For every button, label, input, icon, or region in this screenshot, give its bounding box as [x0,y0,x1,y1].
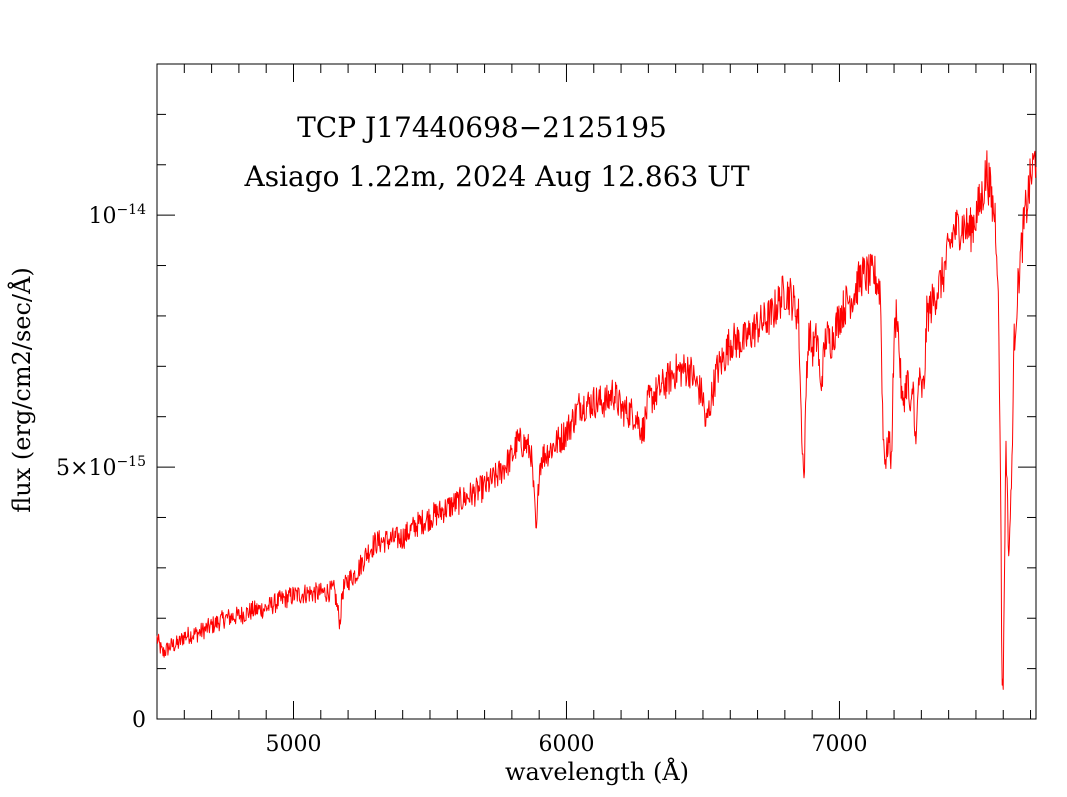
plot-frame [156,63,1037,720]
chart-subtitle: Asiago 1.22m, 2024 Aug 12.863 UT [244,160,750,193]
y-axis-label: flux (erg/cm2/sec/Å) [7,267,36,512]
y-tick-label: 5×10−15 [56,454,146,481]
spectrum-series-line [156,150,1037,690]
x-tick-label: 6000 [538,732,594,757]
x-tick-label: 5000 [265,732,321,757]
y-tick-label: 0 [132,708,146,733]
x-axis-label: wavelength (Å) [505,757,689,786]
axis-ticks [157,64,1036,719]
y-tick-label: 10−14 [88,202,146,229]
tick-labels: 5000 6000 7000 0 5×10−15 10−14 [56,202,867,757]
chart-title: TCP J17440698−2125195 [297,111,667,144]
x-tick-label: 7000 [811,732,867,757]
